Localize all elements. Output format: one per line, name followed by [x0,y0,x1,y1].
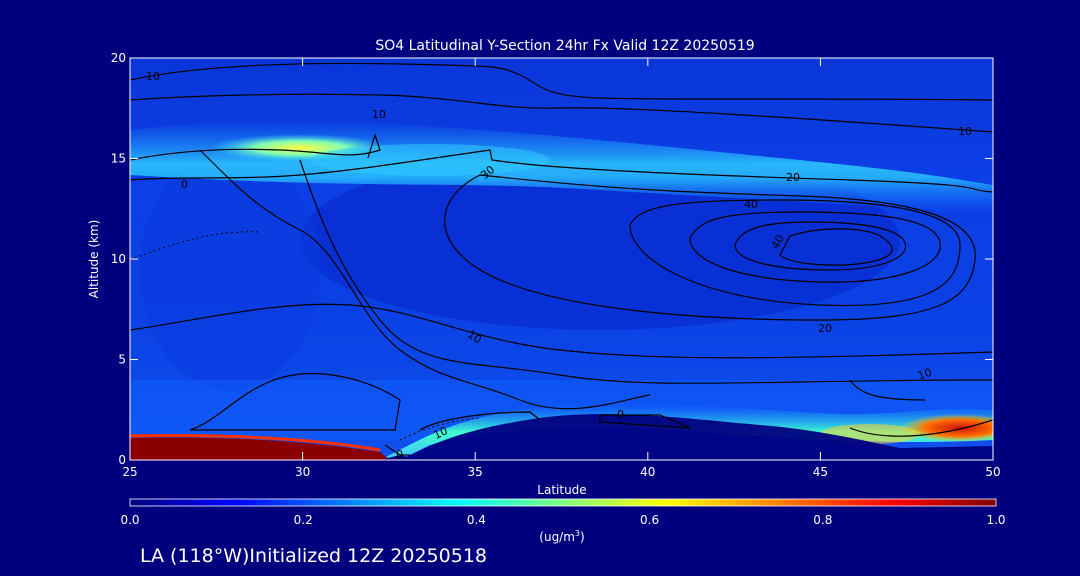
x-tick-label: 50 [985,465,1000,479]
x-tick-label: 30 [295,465,310,479]
x-tick-label: 35 [468,465,483,479]
colorbar [129,498,997,507]
contour-label: 10 [146,70,160,83]
colorbar-tick-label: 0.2 [294,513,313,527]
contour-label-group: 0 10 10 20 30 40 10 20 10 0 10 0 10 40 [146,70,972,461]
colorbar-tick-label: 0.8 [813,513,832,527]
x-tick-label: 40 [640,465,655,479]
contour-label: 20 [818,322,832,335]
x-axis: 25 30 35 40 45 50 [122,58,1001,479]
colorbar-unit: (ug/m3) [539,529,584,544]
colorbar-tick-label: 0.4 [467,513,486,527]
colorbar-ticks: 0.0 0.2 0.4 0.6 0.8 1.0 [120,513,1005,527]
contour-label: 10 [372,108,386,121]
y-tick-label: 15 [111,152,126,166]
contour-label: 40 [769,233,787,252]
contour-label: 10 [916,366,934,383]
y-tick-label: 10 [111,252,126,266]
contour-label: 10 [432,424,450,442]
contour-label: 10 [958,125,972,138]
heatmap-field [130,58,993,460]
y-axis-label: Altitude (km) [87,220,101,299]
y-tick-label: 20 [111,51,126,65]
y-tick-label: 0 [118,453,126,467]
x-tick-label: 45 [813,465,828,479]
contour-label: 40 [744,198,758,211]
x-axis-label: Latitude [537,483,586,497]
y-axis: 0 5 10 15 20 [111,51,993,467]
colorbar-tick-label: 1.0 [986,513,1005,527]
x-tick-label: 25 [122,465,137,479]
contour-label: 20 [786,171,800,184]
colorbar-tick-label: 0.6 [640,513,659,527]
contour-label: 0 [617,408,624,421]
contour-label: 0 [396,448,403,461]
footer-caption: LA (118°W)Initialized 12Z 20250518 [140,545,487,567]
chart-title: SO4 Latitudinal Y-Section 24hr Fx Valid … [375,38,754,54]
contour-label: 0 [181,178,188,191]
contour-lines [130,62,993,456]
y-tick-label: 5 [118,353,126,367]
colorbar-tick-label: 0.0 [120,513,139,527]
